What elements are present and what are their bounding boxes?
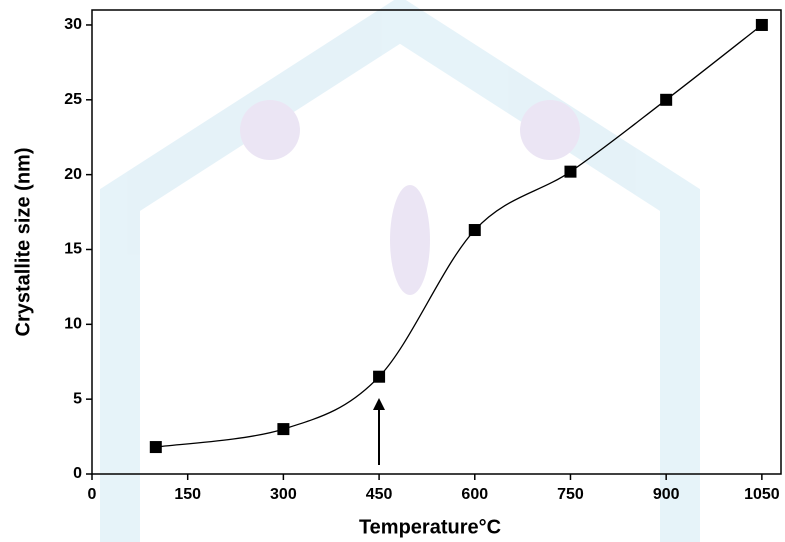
y-tick-label: 30 (64, 16, 82, 33)
marker (469, 224, 481, 236)
watermark (120, 20, 680, 542)
x-tick-label: 1050 (744, 486, 780, 503)
marker (373, 371, 385, 383)
marker (277, 423, 289, 435)
marker (756, 19, 768, 31)
marker (564, 166, 576, 178)
x-axis-title: Temperature°C (359, 516, 501, 538)
y-tick-label: 15 (64, 241, 82, 258)
marker (660, 94, 672, 106)
x-tick-label: 600 (461, 486, 488, 503)
y-tick-label: 10 (64, 316, 82, 333)
x-tick-label: 0 (88, 486, 97, 503)
arrow (373, 398, 385, 465)
y-tick-label: 5 (73, 390, 82, 407)
y-tick-label: 25 (64, 91, 82, 108)
x-tick-label: 150 (174, 486, 201, 503)
x-tick-label: 300 (270, 486, 297, 503)
x-tick-label: 900 (653, 486, 680, 503)
x-tick-label: 750 (557, 486, 584, 503)
y-tick-label: 20 (64, 166, 82, 183)
y-axis-title: Crystallite size (nm) (12, 148, 34, 337)
x-tick-label: 450 (366, 486, 393, 503)
chart: Temperature°C Crystallite size (nm) 0 5 10… (0, 0, 785, 542)
marker (150, 441, 162, 453)
y-tick-label: 0 (73, 465, 82, 482)
